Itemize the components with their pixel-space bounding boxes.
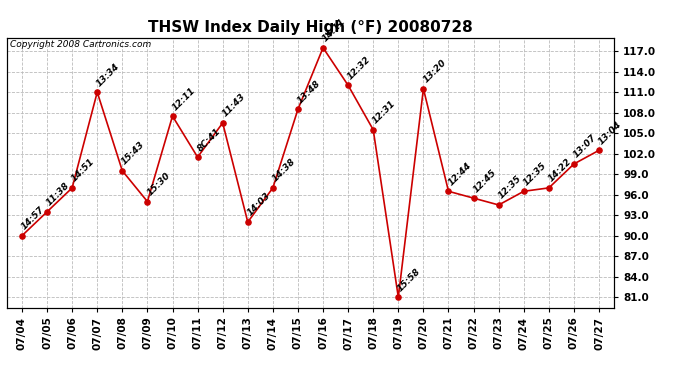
Text: 15:30: 15:30: [145, 171, 172, 197]
Point: [92, 89, 103, 95]
Text: 12:32: 12:32: [346, 55, 373, 81]
Point: [493, 202, 504, 208]
Text: 14:51: 14:51: [70, 157, 97, 184]
Text: 13:48: 13:48: [296, 78, 322, 105]
Point: [242, 219, 253, 225]
Title: THSW Index Daily High (°F) 20080728: THSW Index Daily High (°F) 20080728: [148, 20, 473, 35]
Text: 14:22: 14:22: [546, 157, 573, 184]
Text: 12:11: 12:11: [170, 86, 197, 112]
Text: 13:04: 13:04: [597, 120, 624, 146]
Text: 14:11: 14:11: [321, 17, 348, 44]
Point: [41, 209, 52, 215]
Point: [368, 127, 379, 133]
Point: [593, 147, 604, 153]
Point: [293, 106, 304, 112]
Text: 8C:41: 8C:41: [195, 126, 222, 153]
Point: [142, 198, 153, 204]
Point: [217, 120, 228, 126]
Text: 14:57: 14:57: [20, 205, 46, 231]
Point: [17, 233, 28, 239]
Point: [167, 113, 178, 119]
Text: 11:38: 11:38: [45, 181, 72, 208]
Point: [518, 188, 529, 194]
Point: [317, 45, 328, 51]
Text: 14:03: 14:03: [246, 191, 272, 218]
Text: 13:20: 13:20: [421, 58, 448, 85]
Text: 13:34: 13:34: [95, 62, 121, 88]
Point: [117, 168, 128, 174]
Text: 13:07: 13:07: [572, 133, 598, 160]
Point: [468, 195, 479, 201]
Point: [192, 154, 203, 160]
Text: 11:43: 11:43: [221, 92, 247, 119]
Text: 15:58: 15:58: [396, 267, 423, 293]
Text: 12:45: 12:45: [471, 167, 498, 194]
Text: 14:38: 14:38: [270, 157, 297, 184]
Point: [393, 294, 404, 300]
Point: [343, 82, 354, 88]
Point: [67, 185, 78, 191]
Point: [443, 188, 454, 194]
Text: 12:35: 12:35: [522, 160, 548, 187]
Text: 12:44: 12:44: [446, 160, 473, 187]
Text: 12:35: 12:35: [497, 174, 523, 201]
Point: [569, 161, 580, 167]
Text: 15:43: 15:43: [120, 140, 147, 166]
Point: [267, 185, 278, 191]
Text: 12:31: 12:31: [371, 99, 397, 126]
Text: Copyright 2008 Cartronics.com: Copyright 2008 Cartronics.com: [10, 40, 151, 49]
Point: [418, 86, 429, 92]
Point: [543, 185, 554, 191]
